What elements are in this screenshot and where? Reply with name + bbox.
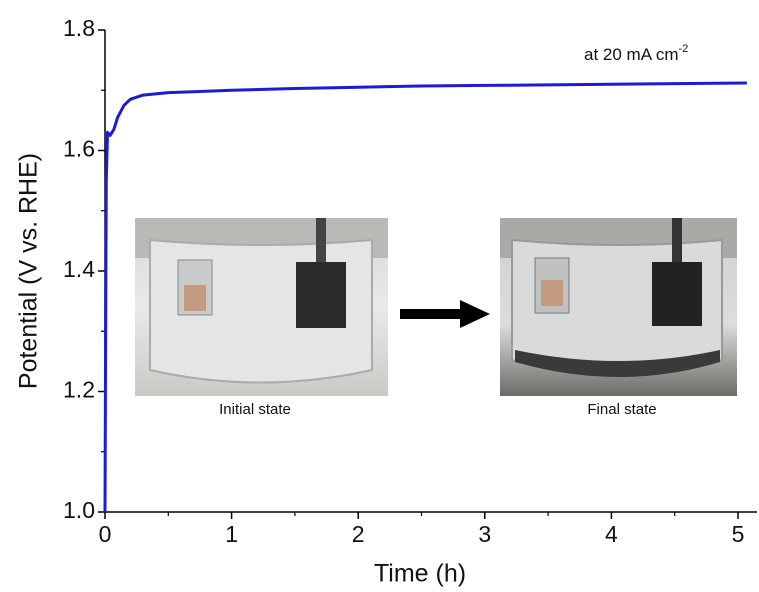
annotation-superscript: -2 [678,43,688,55]
arrow [400,300,490,328]
inset-label: Initial state [219,401,291,418]
y-axis-label: Potential (V vs. RHE) [15,153,43,389]
inset-photo-final [500,218,737,396]
inset-photo-initial [135,218,388,396]
x-tick-label: 5 [732,521,745,547]
y-tick-label: 1.2 [63,377,95,403]
annotation: at 20 mA cm-2 [584,43,688,65]
y-tick-label: 1.6 [63,136,95,162]
x-tick-label: 4 [605,521,618,547]
y-tick-label: 1.4 [63,256,95,282]
y-tick-label: 1.8 [63,15,95,41]
y-tick-label: 1.0 [63,497,95,523]
x-tick-label: 0 [99,521,112,547]
data-line [103,81,747,513]
inset-label: Final state [587,401,656,418]
x-axis-label: Time (h) [374,560,466,588]
x-tick-label: 1 [225,521,238,547]
annotation-text: at 20 mA cm [584,45,678,64]
x-tick-label: 2 [352,521,365,547]
x-tick-label: 3 [478,521,491,547]
